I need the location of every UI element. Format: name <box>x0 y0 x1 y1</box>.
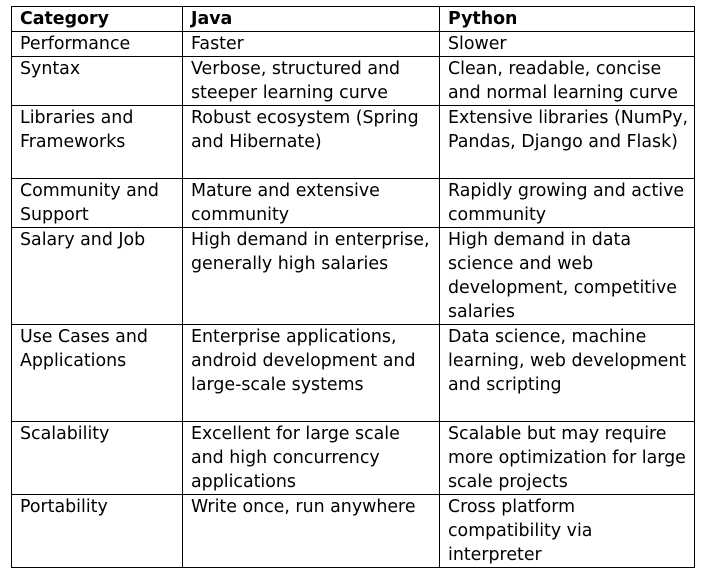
category-cell: Syntax <box>11 56 183 106</box>
comparison-table: Category Java Python Performance Faster … <box>11 6 695 568</box>
java-cell: Write once, run anywhere <box>182 494 440 568</box>
java-cell: Faster <box>182 31 440 57</box>
header-category: Category <box>11 6 183 32</box>
table-row: Libraries and Frameworks Robust ecosyste… <box>11 105 695 179</box>
python-cell: Slower <box>439 31 695 57</box>
table-row: Performance Faster Slower <box>11 31 695 57</box>
header-python: Python <box>439 6 695 32</box>
table-header-row: Category Java Python <box>11 6 695 32</box>
category-cell: Use Cases and Applications <box>11 324 183 422</box>
category-cell: Portability <box>11 494 183 568</box>
java-cell: Robust ecosystem (Spring and Hibernate) <box>182 105 440 179</box>
category-cell: Community and Support <box>11 178 183 228</box>
category-cell: Scalability <box>11 421 183 495</box>
table-row: Syntax Verbose, structured and steeper l… <box>11 56 695 106</box>
java-cell: Verbose, structured and steeper learning… <box>182 56 440 106</box>
header-java: Java <box>182 6 440 32</box>
table-row: Portability Write once, run anywhere Cro… <box>11 494 695 568</box>
python-cell: Data science, machine learning, web deve… <box>439 324 695 422</box>
java-cell: High demand in enterprise, generally hig… <box>182 227 440 325</box>
table-row: Salary and Job High demand in enterprise… <box>11 227 695 325</box>
python-cell: Rapidly growing and active community <box>439 178 695 228</box>
table-row: Scalability Excellent for large scale an… <box>11 421 695 495</box>
python-cell: Scalable but may require more optimizati… <box>439 421 695 495</box>
java-cell: Excellent for large scale and high concu… <box>182 421 440 495</box>
python-cell: Cross platform compatibility via interpr… <box>439 494 695 568</box>
category-cell: Libraries and Frameworks <box>11 105 183 179</box>
category-cell: Performance <box>11 31 183 57</box>
category-cell: Salary and Job <box>11 227 183 325</box>
table-row: Use Cases and Applications Enterprise ap… <box>11 324 695 422</box>
java-cell: Mature and extensive community <box>182 178 440 228</box>
python-cell: Clean, readable, concise and normal lear… <box>439 56 695 106</box>
python-cell: Extensive libraries (NumPy, Pandas, Djan… <box>439 105 695 179</box>
java-cell: Enterprise applications, android develop… <box>182 324 440 422</box>
table-row: Community and Support Mature and extensi… <box>11 178 695 228</box>
python-cell: High demand in data science and web deve… <box>439 227 695 325</box>
